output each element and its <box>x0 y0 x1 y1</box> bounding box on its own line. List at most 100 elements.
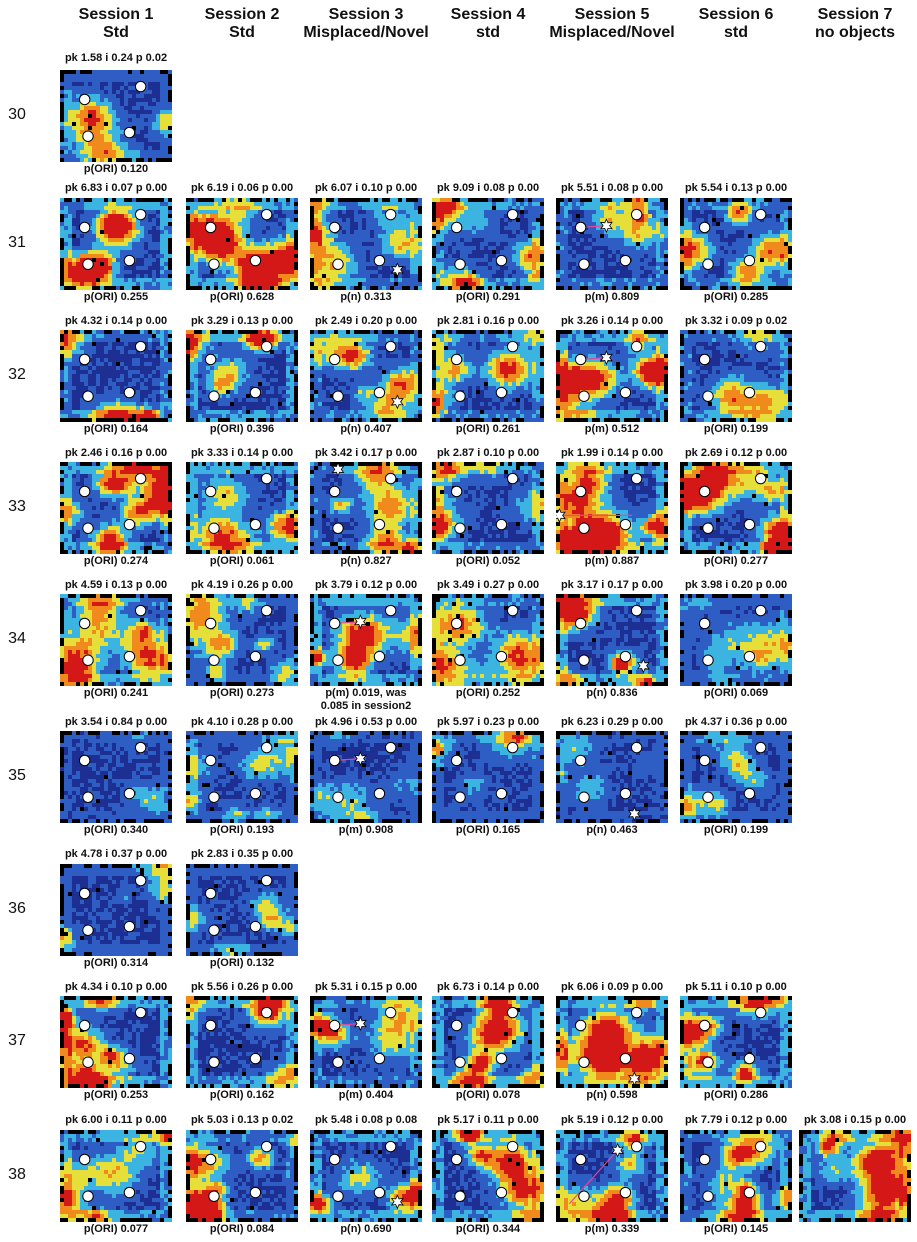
object-recognition-stat: p(ORI) 0.052 <box>425 555 551 568</box>
object-recognition-value: p(ORI) 0.344 <box>425 1223 551 1236</box>
object-marker <box>384 472 397 485</box>
object-marker <box>506 472 519 485</box>
rate-map <box>556 330 668 422</box>
object-marker <box>260 604 273 617</box>
object-marker <box>204 353 217 366</box>
rate-map-stats: pk 4.78 i 0.37 p 0.00 <box>53 848 179 860</box>
object-marker <box>82 130 94 142</box>
rate-map-svg <box>680 1130 792 1222</box>
object-marker <box>78 1019 91 1032</box>
rate-map-pixels <box>60 996 172 1088</box>
object-marker <box>328 1153 341 1166</box>
rate-map-stats: pk 2.69 i 0.12 p 0.00 <box>673 447 799 459</box>
object-recognition-value: p(ORI) 0.162 <box>179 1089 305 1102</box>
moved-object-star-icon <box>390 262 404 278</box>
object-marker <box>450 1153 463 1166</box>
object-marker <box>450 617 463 630</box>
object-recognition-value: p(ORI) 0.274 <box>53 555 179 568</box>
object-marker <box>495 650 508 663</box>
object-recognition-stat: p(m) 0.887 <box>549 555 675 568</box>
rate-map <box>60 198 172 290</box>
moved-object-star-icon <box>636 658 650 674</box>
rate-map <box>680 1130 792 1222</box>
session-header-6: Session 6 std <box>673 6 799 42</box>
rate-map-svg <box>680 330 792 422</box>
rate-map-stats: pk 4.96 i 0.53 p 0.00 <box>303 716 429 728</box>
rate-map-stats: pk 4.10 i 0.28 p 0.00 <box>179 716 305 728</box>
rate-map-svg <box>310 462 422 554</box>
object-marker <box>574 353 587 366</box>
rate-map-pixels <box>680 731 792 823</box>
object-marker <box>328 1019 341 1032</box>
rate-map <box>310 1130 422 1222</box>
rate-map-stats: pk 2.83 i 0.35 p 0.00 <box>179 848 305 860</box>
object-marker <box>384 208 397 221</box>
object-marker <box>373 650 386 663</box>
rate-map-stats: pk 6.07 i 0.10 p 0.00 <box>303 182 429 194</box>
rate-map-pixels <box>680 1130 792 1222</box>
rate-map-pixels <box>60 70 172 162</box>
object-marker <box>373 386 386 399</box>
moved-object-star-icon <box>611 1142 625 1158</box>
object-marker <box>754 340 767 353</box>
object-recognition-stat: p(ORI) 0.314 <box>53 957 179 970</box>
rate-map <box>680 996 792 1088</box>
moved-object-star-icon <box>599 350 613 366</box>
rate-map-stats: pk 3.29 i 0.13 p 0.00 <box>179 315 305 327</box>
rate-map <box>60 70 172 162</box>
object-recognition-value: p(ORI) 0.314 <box>53 957 179 970</box>
session-header-1: Session 1 Std <box>53 6 179 42</box>
object-recognition-stat: p(m) 0.809 <box>549 291 675 304</box>
rate-map-pixels <box>680 594 792 686</box>
rate-map <box>60 864 172 956</box>
object-recognition-stat: p(ORI) 0.396 <box>179 423 305 436</box>
object-marker <box>454 791 466 803</box>
object-marker <box>328 353 341 366</box>
session-header-condition: no objects <box>792 24 917 42</box>
rate-map-svg <box>310 1130 422 1222</box>
rate-map-svg <box>432 330 544 422</box>
object-marker <box>619 1052 632 1065</box>
object-marker <box>208 924 220 936</box>
object-marker <box>123 518 136 531</box>
object-marker <box>574 754 587 767</box>
rate-map-svg <box>60 198 172 290</box>
object-marker <box>454 390 466 402</box>
rate-map <box>186 462 298 554</box>
object-marker <box>208 1190 220 1202</box>
object-marker <box>78 754 91 767</box>
object-recognition-stat: p(ORI) 0.252 <box>425 687 551 700</box>
rate-map-pixels <box>186 996 298 1088</box>
object-marker <box>134 340 147 353</box>
rate-map-svg <box>310 731 422 823</box>
object-marker <box>754 1006 767 1019</box>
rate-map-pixels <box>432 462 544 554</box>
object-recognition-stat: p(ORI) 0.253 <box>53 1089 179 1102</box>
session-header-condition: Std <box>179 24 305 42</box>
object-recognition-stat: p(n) 0.690 <box>303 1223 429 1236</box>
object-marker <box>384 1006 397 1019</box>
object-marker <box>743 650 756 663</box>
object-marker <box>78 221 91 234</box>
rate-map-svg <box>186 864 298 956</box>
object-marker <box>328 617 341 630</box>
rate-map-stats: pk 3.17 i 0.17 p 0.00 <box>549 579 675 591</box>
object-marker <box>698 754 711 767</box>
object-marker <box>123 386 136 399</box>
rate-map-svg <box>680 198 792 290</box>
rate-map-stats: pk 2.87 i 0.10 p 0.00 <box>425 447 551 459</box>
object-marker <box>123 126 136 139</box>
object-marker <box>754 741 767 754</box>
object-marker <box>332 258 344 270</box>
moved-object-star-icon <box>353 614 367 630</box>
object-marker <box>260 1006 273 1019</box>
object-marker <box>454 1190 466 1202</box>
object-marker <box>495 787 508 800</box>
object-recognition-value: p(ORI) 0.077 <box>53 1223 179 1236</box>
object-marker <box>450 221 463 234</box>
rate-map <box>432 594 544 686</box>
rate-map-svg <box>432 198 544 290</box>
object-marker <box>450 485 463 498</box>
object-marker <box>574 617 587 630</box>
object-recognition-stat: p(ORI) 0.164 <box>53 423 179 436</box>
